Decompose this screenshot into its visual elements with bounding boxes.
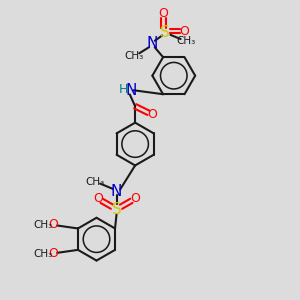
Text: N: N: [111, 184, 122, 200]
Text: N: N: [126, 83, 137, 98]
Text: O: O: [179, 25, 189, 38]
Text: N: N: [146, 36, 158, 51]
Text: S: S: [160, 25, 170, 40]
Text: CH₃: CH₃: [33, 220, 52, 230]
Text: CH₃: CH₃: [33, 249, 52, 259]
Text: O: O: [130, 192, 140, 205]
Text: CH₃: CH₃: [176, 36, 196, 46]
Text: H: H: [118, 83, 128, 96]
Text: O: O: [159, 7, 169, 20]
Text: O: O: [93, 192, 103, 205]
Text: O: O: [49, 218, 58, 231]
Text: O: O: [147, 108, 157, 121]
Text: O: O: [49, 247, 58, 260]
Text: CH₃: CH₃: [124, 51, 144, 61]
Text: S: S: [112, 202, 122, 217]
Text: CH₃: CH₃: [85, 176, 105, 187]
